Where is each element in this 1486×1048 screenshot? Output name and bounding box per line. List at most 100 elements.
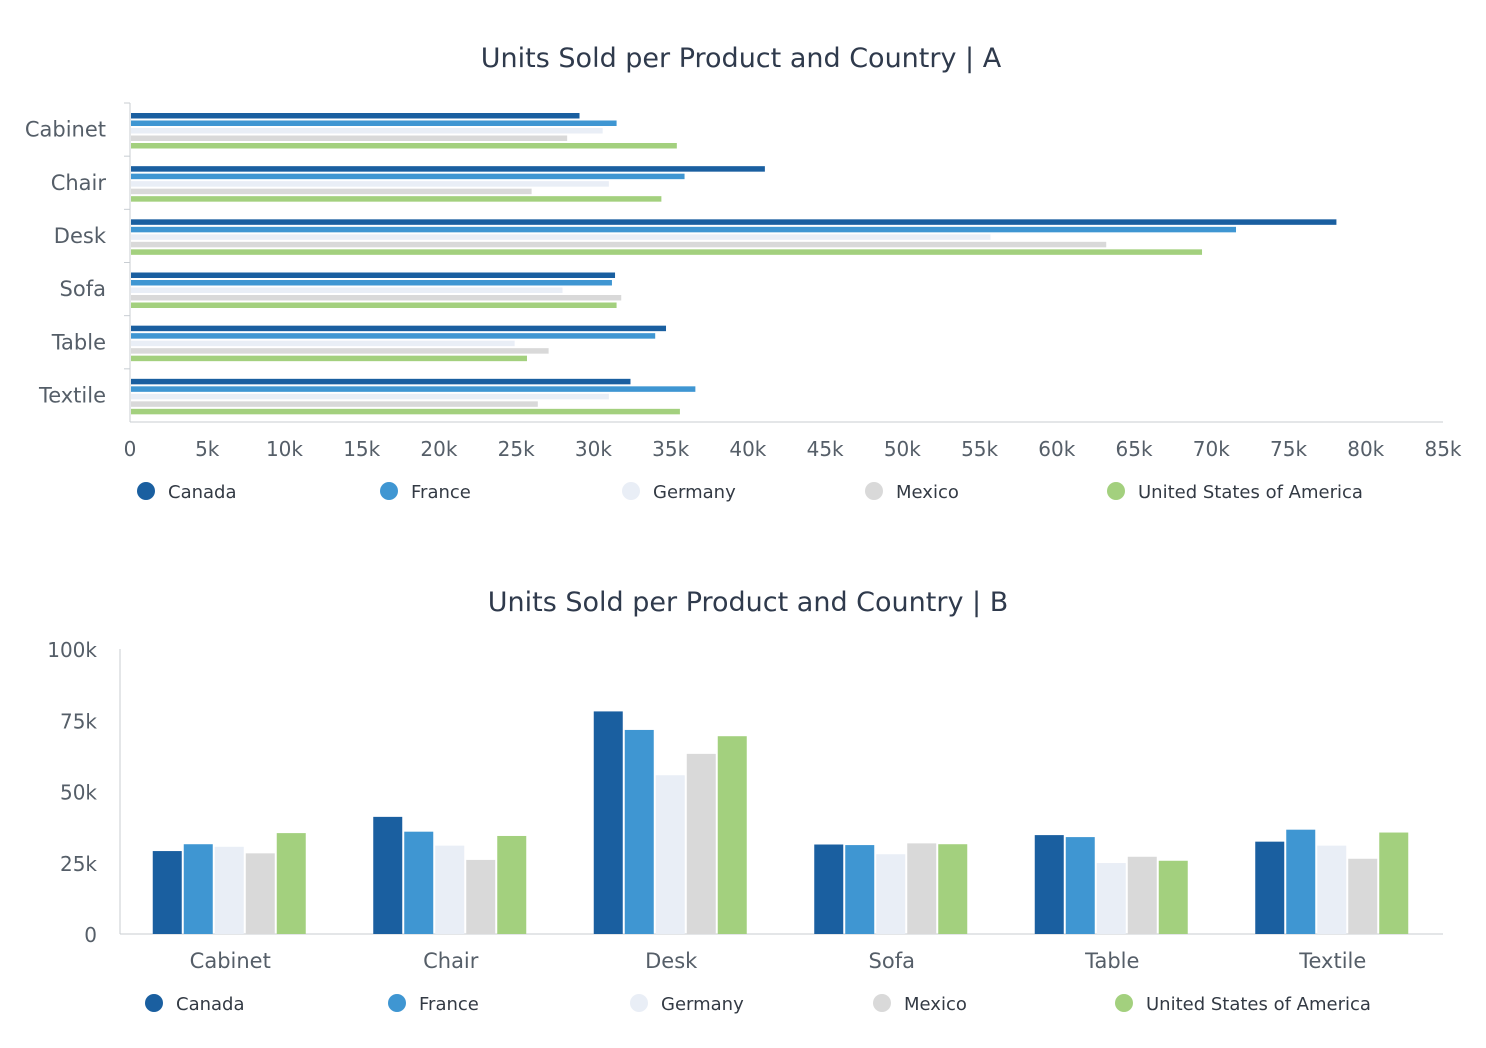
chart-b-title: Units Sold per Product and Country | B	[488, 587, 1008, 618]
chart-a-category-label-cabinet: Cabinet	[25, 118, 106, 142]
chart-b-category-label-table: Table	[1084, 949, 1139, 973]
chart-a-legend-marker-germany	[622, 482, 640, 500]
chart-a-category-label-table: Table	[51, 330, 106, 354]
chart-b-bar-table-france	[1065, 837, 1095, 934]
chart-a-x-tick-label: 25k	[498, 437, 535, 461]
chart-b-bar-desk-mexico	[686, 753, 716, 934]
chart-b-y-tick-label: 100k	[47, 638, 97, 662]
chart-b-bar-cabinet-mexico	[245, 853, 275, 934]
chart-a-x-tick-label: 20k	[420, 437, 457, 461]
chart-b-category-label-desk: Desk	[645, 949, 698, 973]
chart-b-legend-item-mexico[interactable]: Mexico	[873, 994, 967, 1015]
chart-b-bar-textile-france	[1286, 829, 1316, 934]
chart-a-legend-item-united-states-of-america[interactable]: United States of America	[1107, 482, 1363, 503]
chart-b-y-tick-labels: 0 25k 50k 75k 100k	[47, 638, 97, 947]
chart-b-y-tick-label: 0	[84, 923, 97, 947]
chart-b-category-label-cabinet: Cabinet	[190, 949, 271, 973]
chart-a-x-tick-label: 80k	[1347, 437, 1384, 461]
chart-a-bar-chair-united-states-of-america	[131, 196, 662, 202]
chart-a-bars	[131, 113, 1337, 415]
chart-b-legend-marker-france	[388, 994, 406, 1012]
chart-a-bar-cabinet-germany	[131, 128, 603, 134]
chart-a-bar-desk-germany	[131, 234, 991, 240]
chart-a-x-tick-label: 40k	[729, 437, 766, 461]
chart-a-bar-cabinet-canada	[131, 113, 580, 119]
chart-b-category-labels: Cabinet Chair Desk Sofa Table Textile	[190, 949, 1367, 973]
chart-b-legend-label-united-states-of-america: United States of America	[1146, 994, 1371, 1015]
chart-a-bar-chair-canada	[131, 166, 765, 172]
chart-b-bars	[152, 711, 1409, 934]
chart-a-bar-cabinet-united-states-of-america	[131, 143, 677, 149]
chart-a-x-tick-label: 70k	[1193, 437, 1230, 461]
chart-a-legend-label-united-states-of-america: United States of America	[1138, 482, 1363, 503]
chart-b-y-tick-label: 25k	[60, 852, 97, 876]
chart-a-bar-desk-mexico	[131, 241, 1107, 248]
chart-a-legend-item-france[interactable]: France	[380, 482, 471, 503]
chart-a-legend-marker-canada	[137, 482, 155, 500]
chart-a-bar-table-canada	[131, 325, 667, 332]
chart-b-bar-desk-united-states-of-america	[717, 736, 747, 934]
chart-a-legend[interactable]: Canada France Germany Mexico United States o…	[137, 482, 1363, 503]
chart-b-category-label-chair: Chair	[423, 949, 479, 973]
chart-a-x-tick-label: 75k	[1270, 437, 1307, 461]
chart-b-bar-textile-germany	[1317, 845, 1347, 934]
chart-a-legend-label-france: France	[411, 482, 471, 503]
chart-a-bar-sofa-mexico	[131, 295, 622, 301]
chart-a-x-tick-label: 60k	[1038, 437, 1075, 461]
chart-b-bar-desk-france	[624, 729, 654, 934]
chart-a-x-tick-label: 10k	[266, 437, 303, 461]
chart-a-bar-sofa-france	[131, 280, 612, 286]
chart-b-legend-marker-germany	[630, 994, 648, 1012]
chart-b-legend-label-germany: Germany	[661, 994, 744, 1015]
chart-a-legend-item-mexico[interactable]: Mexico	[865, 482, 959, 503]
chart-a-axes	[124, 102, 1443, 423]
chart-b-legend-item-canada[interactable]: Canada	[145, 994, 245, 1015]
chart-a: Units Sold per Product and Country | A C…	[25, 43, 1462, 503]
chart-a-bar-table-germany	[131, 340, 515, 347]
chart-a-bar-table-france	[131, 333, 656, 339]
chart-a-legend-label-canada: Canada	[168, 482, 237, 503]
chart-a-bar-cabinet-mexico	[131, 135, 568, 141]
chart-a-bar-desk-france	[131, 226, 1237, 233]
chart-b-legend-label-france: France	[419, 994, 479, 1015]
chart-b-bar-textile-mexico	[1348, 858, 1378, 934]
chart-a-bar-sofa-united-states-of-america	[131, 302, 617, 308]
chart-a-legend-marker-mexico	[865, 482, 883, 500]
chart-a-x-tick-label: 85k	[1424, 437, 1461, 461]
chart-a-bar-chair-mexico	[131, 188, 532, 195]
chart-a-title: Units Sold per Product and Country | A	[481, 43, 1002, 74]
chart-a-bar-table-united-states-of-america	[131, 355, 527, 362]
chart-a-bar-textile-germany	[131, 393, 609, 400]
chart-a-legend-label-mexico: Mexico	[896, 482, 959, 503]
chart-b-legend-marker-united-states-of-america	[1115, 994, 1133, 1012]
chart-b-legend-item-united-states-of-america[interactable]: United States of America	[1115, 994, 1371, 1015]
chart-b-legend-marker-canada	[145, 994, 163, 1012]
chart-a-x-tick-label: 5k	[195, 437, 220, 461]
chart-b-legend-item-france[interactable]: France	[388, 994, 479, 1015]
chart-b-bar-sofa-mexico	[907, 843, 937, 934]
chart-a-category-labels: Cabinet Chair Desk Sofa Table Textile	[25, 118, 107, 408]
chart-b-bar-sofa-united-states-of-america	[938, 844, 968, 934]
chart-b-bar-desk-germany	[655, 775, 685, 934]
chart-a-legend-item-canada[interactable]: Canada	[137, 482, 237, 503]
chart-a-bar-cabinet-france	[131, 120, 617, 126]
chart-a-category-label-chair: Chair	[51, 171, 107, 195]
chart-b-legend-item-germany[interactable]: Germany	[630, 994, 744, 1015]
chart-b-legend-label-canada: Canada	[176, 994, 245, 1015]
chart-a-x-tick-label: 0	[124, 437, 137, 461]
chart-b-bar-table-germany	[1096, 863, 1126, 934]
chart-a-x-tick-labels: 0 5k 10k 15k 20k 25k 30k 35k 40k 45k 50k 55k 60k 65k 7…	[124, 437, 1462, 461]
chart-a-legend-item-germany[interactable]: Germany	[622, 482, 736, 503]
chart-b-legend[interactable]: Canada France Germany Mexico United States o…	[145, 994, 1371, 1015]
chart-b-bar-table-canada	[1034, 835, 1064, 934]
chart-b-bar-chair-united-states-of-america	[497, 835, 527, 934]
chart-a-category-label-desk: Desk	[54, 224, 107, 248]
chart-b-y-tick-label: 75k	[60, 709, 97, 733]
chart-b-bar-table-united-states-of-america	[1158, 860, 1188, 934]
chart-a-x-tick-label: 30k	[575, 437, 612, 461]
chart-b-bar-cabinet-germany	[214, 846, 244, 934]
chart-b-bar-table-mexico	[1127, 856, 1157, 934]
chart-b-legend-marker-mexico	[873, 994, 891, 1012]
chart-a-bar-chair-france	[131, 173, 685, 180]
